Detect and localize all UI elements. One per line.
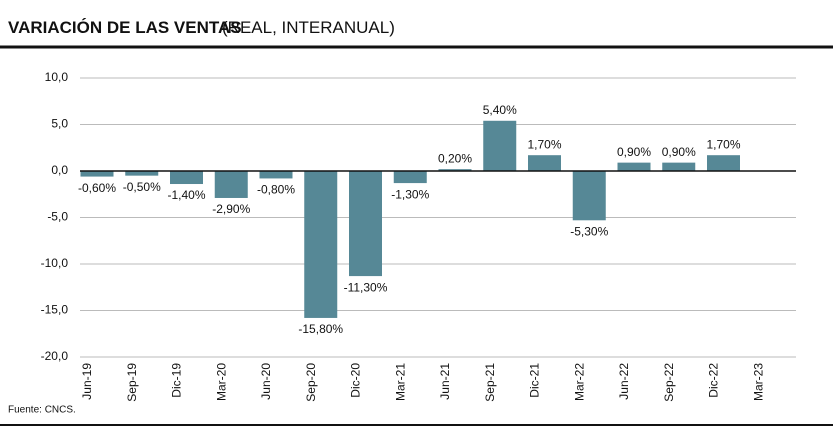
value-label: -1,30% bbox=[391, 187, 429, 201]
value-label: 1,70% bbox=[527, 137, 561, 151]
bar bbox=[125, 171, 159, 176]
value-label: -11,30% bbox=[344, 280, 388, 294]
value-label: 0,90% bbox=[662, 145, 696, 159]
x-tick-label: Jun-19 bbox=[80, 363, 94, 400]
x-tick-label: Dic-22 bbox=[707, 363, 721, 398]
x-tick-label: Dic-21 bbox=[528, 363, 542, 398]
chart-subtitle: (REAL, INTERANUAL) bbox=[222, 18, 395, 37]
x-tick-label: Mar-20 bbox=[214, 363, 228, 401]
x-tick-label: Sep-20 bbox=[304, 363, 318, 402]
value-label: -0,50% bbox=[123, 180, 161, 194]
x-tick-label: Mar-22 bbox=[572, 363, 586, 401]
y-tick-label: 0,0 bbox=[51, 163, 68, 177]
x-tick-label: Sep-22 bbox=[662, 363, 676, 402]
bar bbox=[304, 171, 338, 318]
value-label: 1,70% bbox=[706, 137, 740, 151]
bar bbox=[483, 120, 517, 171]
bar bbox=[617, 162, 651, 171]
value-label: 0,90% bbox=[617, 145, 651, 159]
value-label: -2,90% bbox=[212, 202, 250, 216]
bar bbox=[393, 171, 427, 184]
value-label: -0,80% bbox=[257, 183, 295, 197]
y-tick-label: 5,0 bbox=[51, 117, 68, 131]
y-tick-label: -5,0 bbox=[47, 210, 68, 224]
bar bbox=[572, 171, 606, 221]
value-label: -0,60% bbox=[78, 181, 116, 195]
value-label: 5,40% bbox=[483, 103, 517, 117]
bar bbox=[707, 155, 740, 171]
value-label: -15,80% bbox=[298, 322, 343, 336]
y-tick-label: -20,0 bbox=[41, 349, 69, 363]
bar bbox=[662, 162, 696, 171]
x-tick-label: Dic-20 bbox=[349, 363, 363, 398]
x-tick-label: Mar-21 bbox=[393, 363, 407, 401]
chart-title: VARIACIÓN DE LAS VENTAS bbox=[8, 18, 242, 37]
y-tick-label: -10,0 bbox=[41, 256, 69, 270]
x-tick-label: Dic-19 bbox=[170, 363, 184, 398]
value-label: -1,40% bbox=[167, 188, 205, 202]
value-label: -5,30% bbox=[570, 224, 608, 238]
x-tick-label: Jun-22 bbox=[617, 363, 631, 400]
x-tick-label: Jun-20 bbox=[259, 363, 273, 400]
x-tick-label: Sep-19 bbox=[125, 363, 139, 402]
bar bbox=[438, 169, 472, 171]
bar bbox=[214, 171, 248, 198]
value-label: 0,20% bbox=[438, 151, 472, 165]
y-tick-label: -15,0 bbox=[41, 303, 69, 317]
x-tick-label: Sep-21 bbox=[483, 363, 497, 402]
bar bbox=[259, 171, 293, 179]
bar bbox=[80, 171, 114, 177]
x-tick-label: Mar-23 bbox=[751, 363, 765, 401]
bar bbox=[349, 171, 382, 277]
y-tick-label: 10,0 bbox=[45, 70, 69, 84]
bar bbox=[170, 171, 203, 185]
source: Fuente: CNCS. bbox=[8, 405, 76, 416]
x-tick-label: Jun-21 bbox=[438, 363, 452, 400]
bar bbox=[528, 155, 561, 171]
